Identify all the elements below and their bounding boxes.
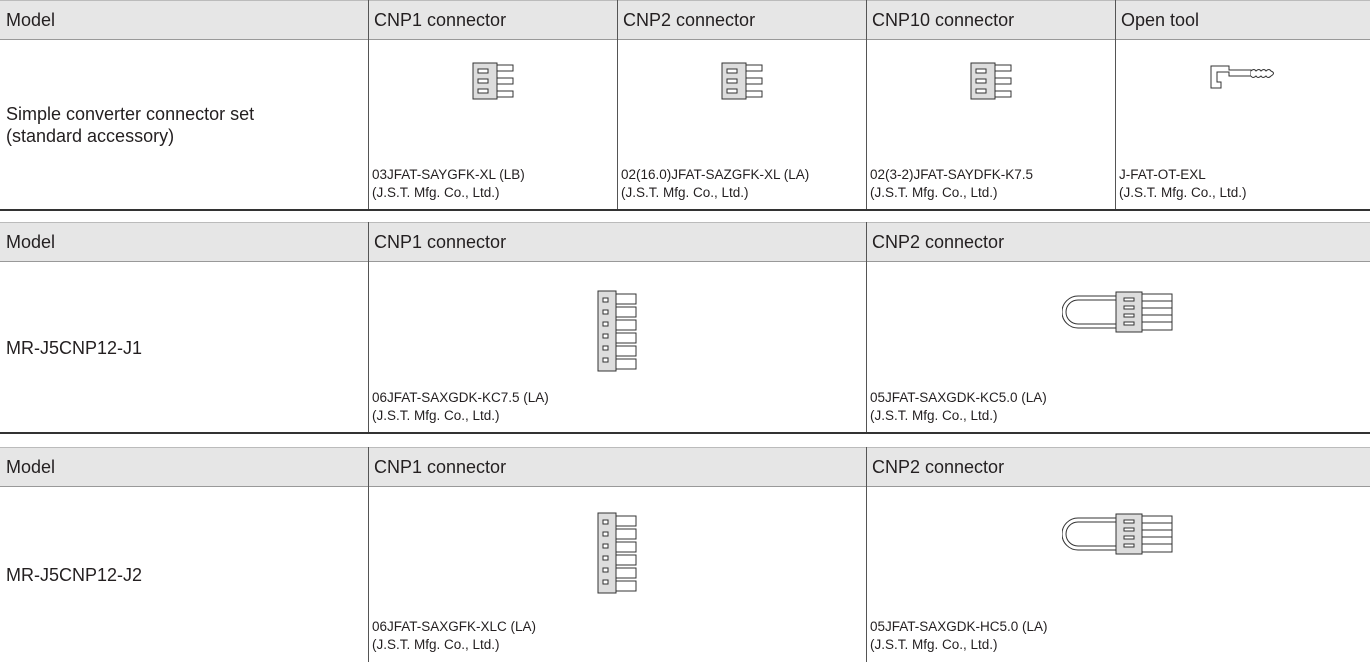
model-name: MR-J5CNP12-J1 — [6, 337, 143, 358]
header-cell: Model — [0, 0, 368, 40]
column-divider — [368, 222, 369, 433]
manufacturer: (J.S.T. Mfg. Co., Ltd.) — [372, 637, 500, 652]
header-cell: CNP1 connector — [368, 447, 866, 487]
column-divider — [1115, 0, 1116, 210]
manufacturer: (J.S.T. Mfg. Co., Ltd.) — [372, 185, 500, 200]
part-cell: 06JFAT-SAXGDK-KC7.5 (LA) (J.S.T. Mfg. Co.… — [368, 262, 866, 433]
part-text: 06JFAT-SAXGDK-KC7.5 (LA) (J.S.T. Mfg. Co.… — [372, 389, 549, 425]
model-name: Simple converter connector set — [6, 104, 255, 124]
part-number: J-FAT-OT-EXL — [1119, 167, 1206, 182]
part-number: 02(16.0)JFAT-SAZGFK-XL (LA) — [621, 167, 810, 182]
column-divider — [866, 447, 867, 662]
part-text: 02(3-2)JFAT-SAYDFK-K7.5 (J.S.T. Mfg. Co.,… — [870, 166, 1033, 202]
header-cell: CNP2 connector — [866, 222, 1370, 262]
column-divider — [368, 0, 369, 210]
header-cell: CNP2 connector — [866, 447, 1370, 487]
part-text: 03JFAT-SAYGFK-XL (LB) (J.S.T. Mfg. Co., L… — [372, 166, 525, 202]
part-text: 06JFAT-SAXGFK-XLC (LA) (J.S.T. Mfg. Co., … — [372, 618, 536, 654]
manufacturer: (J.S.T. Mfg. Co., Ltd.) — [870, 637, 998, 652]
part-cell: 03JFAT-SAYGFK-XL (LB) (J.S.T. Mfg. Co., L… — [368, 40, 617, 210]
manufacturer: (J.S.T. Mfg. Co., Ltd.) — [1119, 185, 1247, 200]
part-number: 03JFAT-SAYGFK-XL (LB) — [372, 167, 525, 182]
header-cell: CNP1 connector — [368, 222, 866, 262]
part-cell: 02(16.0)JFAT-SAZGFK-XL (LA) (J.S.T. Mfg. … — [617, 40, 866, 210]
model-cell: Simple converter connector set (standard … — [0, 40, 368, 210]
column-divider — [368, 447, 369, 662]
part-cell: J-FAT-OT-EXL (J.S.T. Mfg. Co., Ltd.) — [1115, 40, 1370, 210]
manufacturer: (J.S.T. Mfg. Co., Ltd.) — [621, 185, 749, 200]
model-name: MR-J5CNP12-J2 — [6, 564, 143, 585]
header-cell: Model — [0, 222, 368, 262]
part-number: 05JFAT-SAXGDK-KC5.0 (LA) — [870, 390, 1047, 405]
header-cell: Model — [0, 447, 368, 487]
part-number: 06JFAT-SAXGDK-KC7.5 (LA) — [372, 390, 549, 405]
part-cell: 02(3-2)JFAT-SAYDFK-K7.5 (J.S.T. Mfg. Co.,… — [866, 40, 1115, 210]
part-text: 02(16.0)JFAT-SAZGFK-XL (LA) (J.S.T. Mfg. … — [621, 166, 809, 202]
part-text: 05JFAT-SAXGDK-KC5.0 (LA) (J.S.T. Mfg. Co.… — [870, 389, 1047, 425]
part-cell: 05JFAT-SAXGDK-KC5.0 (LA) (J.S.T. Mfg. Co.… — [866, 262, 1370, 433]
column-divider — [617, 0, 618, 210]
model-cell: MR-J5CNP12-J2 — [0, 487, 368, 662]
column-divider — [866, 0, 867, 210]
table-bottom-rule — [0, 209, 1370, 211]
header-cell: CNP1 connector — [368, 0, 617, 40]
header-cell: Open tool — [1115, 0, 1370, 40]
model-name: (standard accessory) — [6, 126, 175, 146]
table-bottom-rule — [0, 432, 1370, 434]
header-cell: CNP10 connector — [866, 0, 1115, 40]
model-cell: MR-J5CNP12-J1 — [0, 262, 368, 433]
part-number: 02(3-2)JFAT-SAYDFK-K7.5 — [870, 167, 1034, 182]
column-divider — [866, 222, 867, 433]
part-number: 05JFAT-SAXGDK-HC5.0 (LA) — [870, 619, 1048, 634]
manufacturer: (J.S.T. Mfg. Co., Ltd.) — [870, 408, 998, 423]
header-cell: CNP2 connector — [617, 0, 866, 40]
part-text: 05JFAT-SAXGDK-HC5.0 (LA) (J.S.T. Mfg. Co.… — [870, 618, 1048, 654]
part-cell: 06JFAT-SAXGFK-XLC (LA) (J.S.T. Mfg. Co., … — [368, 487, 866, 662]
part-number: 06JFAT-SAXGFK-XLC (LA) — [372, 619, 537, 634]
manufacturer: (J.S.T. Mfg. Co., Ltd.) — [870, 185, 998, 200]
part-cell: 05JFAT-SAXGDK-HC5.0 (LA) (J.S.T. Mfg. Co.… — [866, 487, 1370, 662]
part-text: J-FAT-OT-EXL (J.S.T. Mfg. Co., Ltd.) — [1119, 166, 1247, 202]
manufacturer: (J.S.T. Mfg. Co., Ltd.) — [372, 408, 500, 423]
